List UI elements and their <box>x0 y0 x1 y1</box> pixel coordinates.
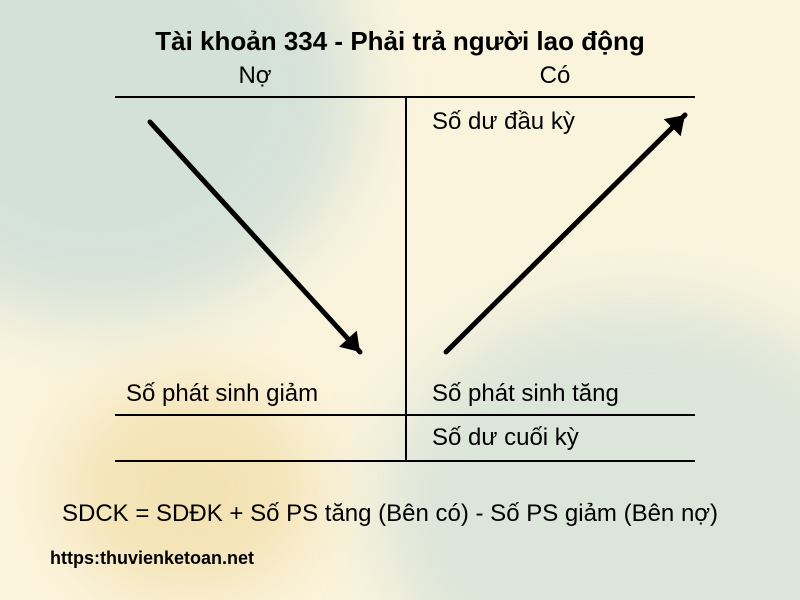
t-account-bottom-rule <box>115 460 695 462</box>
column-header-credit: Có <box>405 62 705 90</box>
closing-balance-label: Số dư cuối kỳ <box>432 424 579 452</box>
diagram-canvas: Tài khoản 334 - Phải trả người lao động … <box>0 0 800 600</box>
credit-arrow-up-icon <box>431 100 700 367</box>
column-header-debit: Nợ <box>105 62 405 90</box>
decrease-label: Số phát sinh giảm <box>126 380 318 408</box>
source-url: https:thuvienketoan.net <box>50 548 254 569</box>
t-account-vertical-rule <box>405 96 407 460</box>
debit-arrow-down-icon <box>135 107 375 367</box>
diagram-title: Tài khoản 334 - Phải trả người lao động <box>0 26 800 57</box>
increase-label: Số phát sinh tăng <box>432 380 619 408</box>
balance-formula: SDCK = SDĐK + Số PS tăng (Bên có) - Số P… <box>62 500 718 528</box>
